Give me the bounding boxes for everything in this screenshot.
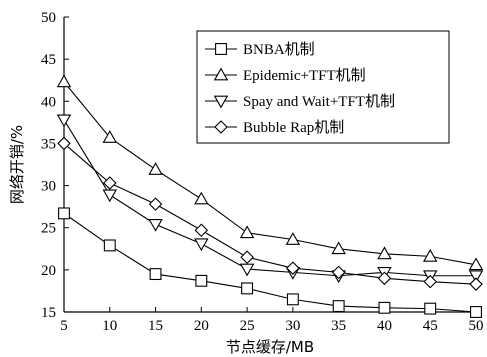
x-axis-label: 节点缓存/MB: [226, 338, 314, 356]
data-point-triangle-up: [377, 246, 392, 260]
x-tick-label: 45: [423, 318, 438, 334]
data-point-diamond: [423, 274, 438, 289]
legend-item: Epidemic+TFT机制: [205, 67, 366, 84]
x-tick-label: 5: [60, 318, 68, 334]
data-point-diamond: [240, 250, 254, 264]
series-layer: [56, 74, 484, 318]
y-tick-label: 25: [41, 221, 56, 237]
data-point-diamond: [469, 277, 483, 291]
data-point-triangle-down: [194, 238, 209, 252]
x-tick-label: 35: [331, 318, 346, 334]
data-point-square: [332, 300, 345, 313]
data-point-triangle-down: [56, 114, 72, 128]
y-axis-label: 网络开销/%: [8, 125, 26, 204]
data-point-diamond: [57, 136, 71, 151]
y-tick-label: 45: [41, 52, 56, 68]
x-tick-label: 10: [102, 318, 117, 334]
legend-item: Bubble Rap机制: [205, 119, 344, 136]
legend-label: Spay and Wait+TFT机制: [243, 93, 395, 110]
series-line: [63, 119, 476, 277]
data-point-triangle-up: [285, 232, 301, 245]
data-point-square: [378, 301, 391, 314]
legend-label: BNBA机制: [243, 41, 315, 58]
data-point-square: [241, 282, 254, 295]
data-point-triangle-up: [239, 225, 255, 239]
x-tick-label: 40: [377, 318, 392, 334]
y-tick-label: 40: [41, 94, 56, 110]
y-tick-label: 20: [41, 263, 56, 279]
axis-ticks: 5 10 15 20 25 30 35 40 45 50 15 20 25 30 35 40 45 50: [41, 10, 484, 334]
data-point-diamond: [102, 176, 117, 190]
data-point-triangle-down: [148, 218, 163, 232]
legend-label: Bubble Rap机制: [243, 119, 344, 136]
plot-area: [63, 17, 476, 313]
data-point-square: [470, 306, 482, 318]
data-point-triangle-up: [213, 67, 229, 81]
data-point-diamond: [286, 261, 300, 275]
data-point-triangle-up: [56, 74, 72, 88]
x-tick-label: 25: [240, 318, 255, 334]
data-point-triangle-down: [239, 263, 255, 277]
data-point-triangle-up: [468, 257, 484, 271]
data-point-triangle-up: [331, 241, 346, 255]
data-point-diamond: [194, 223, 209, 238]
data-point-square: [103, 239, 116, 252]
data-point-square: [286, 293, 299, 306]
data-point-triangle-down: [102, 189, 118, 203]
data-point-triangle-up: [422, 248, 438, 262]
y-tick-label: 15: [41, 305, 56, 321]
data-point-square: [149, 268, 162, 281]
data-point-diamond: [214, 120, 228, 134]
y-tick-label: 35: [41, 136, 56, 152]
data-point-triangle-up: [102, 130, 118, 143]
data-point-square: [424, 302, 437, 315]
data-point-diamond: [148, 197, 163, 211]
series-4: [57, 136, 483, 291]
legend-item: BNBA机制: [205, 41, 315, 58]
y-tick-label: 50: [41, 10, 56, 26]
legend-box: [196, 30, 450, 144]
data-point-square: [195, 274, 208, 287]
legend: BNBA机制 Epidemic+TFT机制 Spay and Wait+TFT机制 B…: [196, 30, 450, 144]
series-line: [63, 81, 477, 266]
y-tick-label: 30: [41, 179, 56, 195]
x-tick-label: 15: [148, 318, 163, 334]
x-tick-label: 50: [469, 318, 484, 334]
series-line: [63, 143, 477, 285]
data-point-triangle-down: [468, 270, 484, 284]
data-point-diamond: [377, 271, 392, 286]
x-tick-label: 30: [285, 318, 300, 334]
series-line: [63, 212, 477, 313]
legend-label: Epidemic+TFT机制: [243, 67, 366, 84]
series-1: [58, 207, 482, 318]
x-tick-label: 20: [194, 318, 209, 334]
data-point-square: [215, 43, 227, 55]
data-point-diamond: [331, 265, 346, 280]
data-point-triangle-down: [213, 95, 229, 109]
legend-item: Spay and Wait+TFT机制: [205, 93, 395, 110]
data-point-square: [58, 207, 70, 220]
series-2: [56, 74, 484, 271]
data-point-triangle-up: [194, 191, 209, 205]
data-point-triangle-up: [148, 162, 163, 175]
